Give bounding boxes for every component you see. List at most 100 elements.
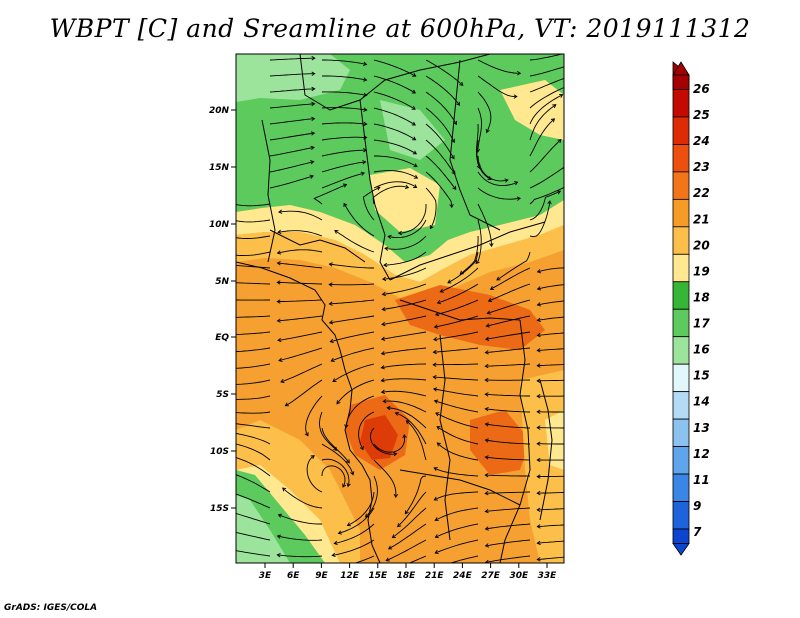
- streamline-arrowhead: [276, 261, 281, 266]
- streamline: [277, 262, 323, 269]
- streamline: [488, 283, 531, 302]
- chart-title: WBPT [C] and Sreamline at 600hPa, VT: 20…: [49, 14, 751, 43]
- streamline: [490, 267, 531, 290]
- streamline-arrowhead: [513, 94, 518, 99]
- streamline-arrowhead: [536, 286, 542, 291]
- streamline: [574, 192, 595, 220]
- streamline-arrowhead: [484, 438, 489, 443]
- streamline-arrowhead: [277, 513, 282, 518]
- streamline-arrowhead: [536, 378, 541, 383]
- streamline-arrowhead: [536, 394, 541, 399]
- wbpt-yellow-nw-patch: [370, 168, 440, 232]
- streamline: [397, 491, 427, 527]
- streamline-arrowhead: [386, 405, 391, 411]
- streamline: [425, 123, 455, 159]
- streamline-arrowhead: [432, 374, 437, 380]
- streamline-arrowhead: [412, 72, 417, 77]
- streamline: [580, 187, 617, 204]
- lon-tick-label: 30E: [509, 571, 529, 581]
- streamline: [236, 265, 271, 269]
- colorbar-segment: [672, 528, 690, 544]
- streamline-arrowhead: [225, 298, 228, 302]
- streamline: [269, 175, 314, 189]
- streamline-arrowhead: [226, 234, 229, 238]
- streamline-arrowhead: [402, 434, 407, 439]
- streamline: [321, 149, 367, 157]
- lon-tick-label: 33E: [538, 571, 558, 581]
- streamline: [236, 235, 271, 239]
- streamline: [477, 107, 482, 153]
- streamline: [277, 281, 323, 285]
- streamline-arrowhead: [383, 262, 388, 268]
- streamline-arrowhead: [404, 510, 409, 515]
- streamline: [329, 299, 375, 305]
- colorbar-segment: [672, 501, 690, 530]
- streamline: [321, 91, 367, 96]
- streamline: [374, 155, 418, 167]
- streamline: [321, 443, 354, 475]
- streamline-arrowhead: [621, 156, 624, 160]
- streamline: [329, 263, 374, 269]
- streamline: [485, 555, 531, 563]
- colorbar-label: 14: [693, 395, 710, 409]
- streamline: [537, 364, 564, 367]
- streamline-arrowhead: [311, 86, 316, 92]
- streamline-arrowhead: [363, 107, 368, 112]
- streamline: [306, 455, 323, 493]
- lat-tick-label: 20N: [209, 106, 230, 116]
- streamline-arrowhead: [439, 288, 444, 293]
- streamline: [537, 332, 564, 336]
- streamline-arrowhead: [278, 209, 283, 214]
- streamline-arrowhead: [433, 399, 439, 404]
- streamline: [280, 363, 323, 383]
- streamline-arrowhead: [310, 160, 315, 165]
- streamline-arrowhead: [536, 409, 541, 414]
- streamline: [477, 187, 521, 200]
- streamline-arrowhead: [359, 445, 364, 451]
- streamline: [381, 390, 427, 397]
- streamline-arrowhead: [412, 150, 418, 155]
- streamline-arrowhead: [280, 378, 285, 384]
- streamline-arrowhead: [331, 552, 336, 558]
- streamline-arrowhead: [485, 323, 490, 328]
- colorbar-label: 16: [693, 343, 710, 357]
- colorbar-label: 19: [693, 264, 710, 278]
- lon-tick-label: 18E: [397, 571, 417, 581]
- streamline-arrowhead: [413, 174, 419, 179]
- streamline: [582, 157, 624, 172]
- streamline: [329, 283, 375, 286]
- colorbar: 26 25 24 23 22 21 20 19 18 17 16 15 14 13 12 11 9 7: [672, 61, 710, 556]
- streamline: [285, 379, 323, 407]
- streamline: [277, 230, 323, 237]
- streamline-arrowhead: [436, 442, 441, 447]
- streamline-arrowhead: [435, 412, 440, 417]
- colorbar-segment: [672, 116, 690, 145]
- streamline-arrowhead: [328, 262, 333, 267]
- streamline: [433, 376, 479, 381]
- streamline: [425, 91, 457, 125]
- streamline: [329, 315, 375, 324]
- streamline: [459, 235, 479, 275]
- streamline-arrowhead: [568, 75, 571, 78]
- streamline-arrowhead: [226, 383, 229, 387]
- streamline-arrowhead: [385, 557, 390, 562]
- streamline-arrowhead: [381, 291, 386, 297]
- streamline-arrowhead: [411, 121, 416, 126]
- lon-tick-label: 6E: [287, 571, 300, 581]
- streamline-arrowhead: [310, 455, 315, 460]
- colorbar-segment: [672, 89, 690, 118]
- streamline: [529, 200, 551, 238]
- streamline-arrowhead: [514, 181, 519, 186]
- streamline-arrowhead: [311, 71, 316, 76]
- streamline-arrowhead: [225, 410, 228, 414]
- streamline: [386, 539, 427, 562]
- streamline-arrowhead: [484, 377, 489, 383]
- country-boundaries: [236, 54, 553, 563]
- streamline-arrowhead: [536, 269, 542, 274]
- streamline-arrowhead: [329, 338, 334, 344]
- streamline: [278, 347, 323, 362]
- streamline-arrowhead: [380, 378, 385, 383]
- streamline: [322, 75, 367, 81]
- wbpt-red-core: [360, 415, 398, 460]
- colorbar-segment: [672, 418, 690, 447]
